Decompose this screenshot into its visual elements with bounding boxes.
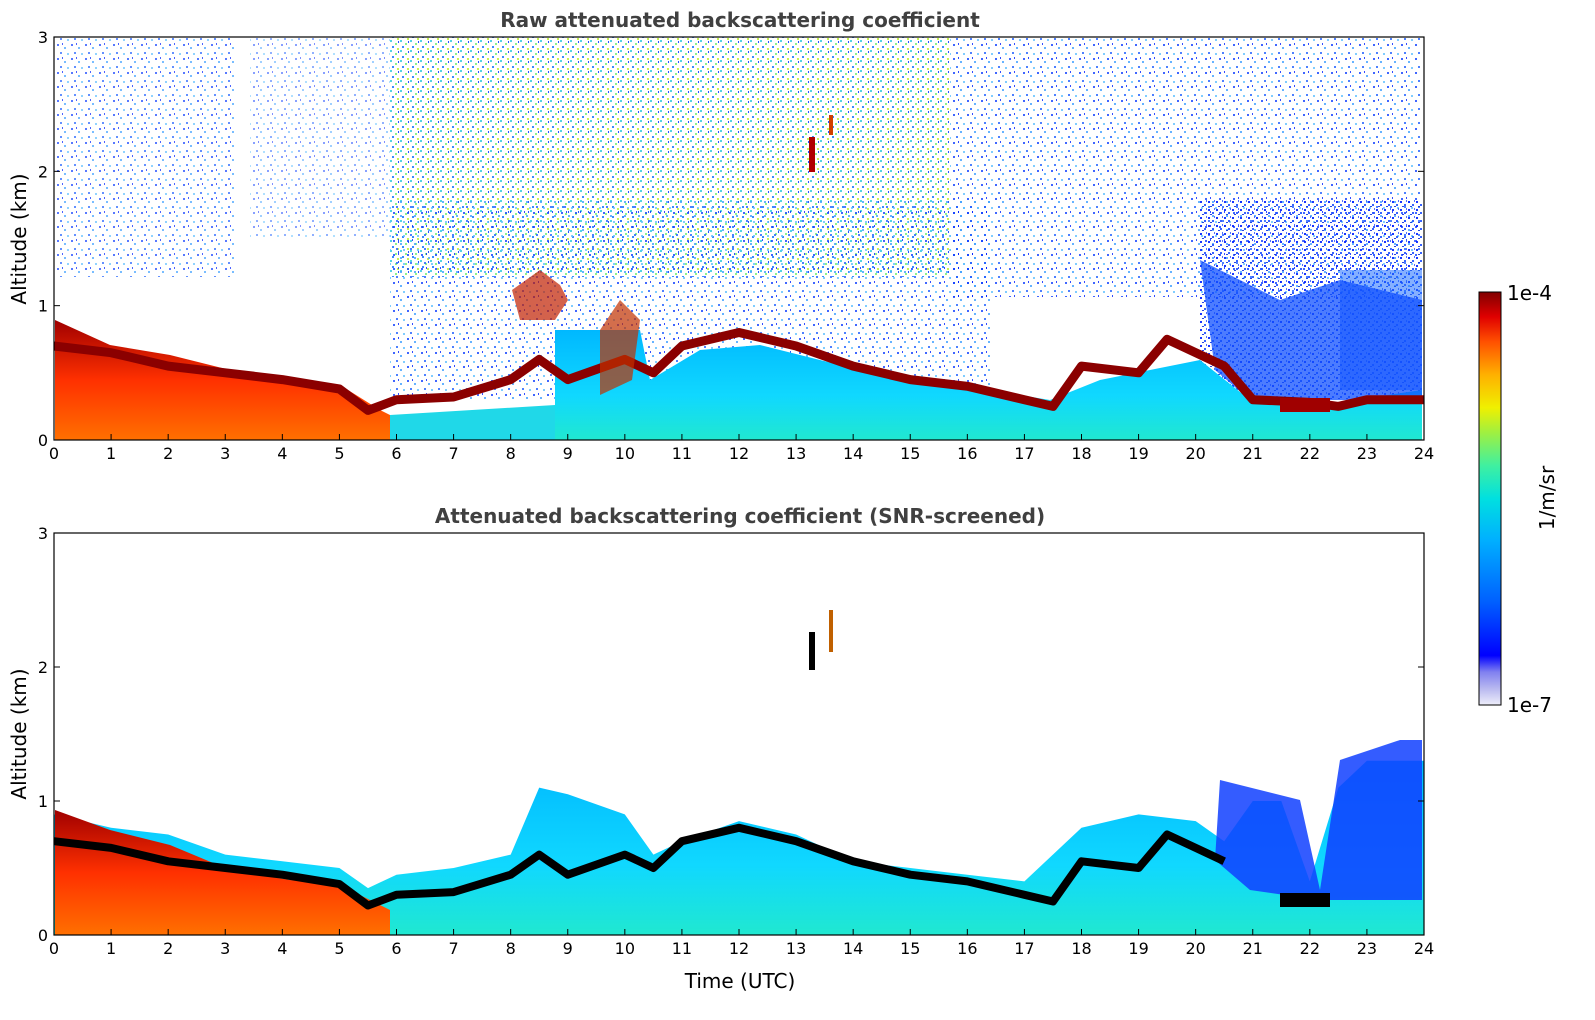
panel-screened: Attenuated backscattering coefficient (S…: [7, 504, 1434, 993]
elevated-aerosol-feature: [1280, 893, 1330, 907]
x-tick-label: 3: [220, 939, 230, 958]
x-tick-label: 24: [1414, 444, 1434, 463]
x-tick-label: 24: [1414, 939, 1434, 958]
x-axis-2: 0 1 2 3 4 5 6 7 8 9 10 11 12 13 14 15 16 17 18 19 20 21 22 23 24: [49, 929, 1434, 958]
colorbar-max-label: 1e-4: [1507, 281, 1552, 305]
x-tick-label: 19: [1128, 444, 1148, 463]
x-tick-label: 4: [277, 444, 287, 463]
x-tick-label: 18: [1071, 939, 1091, 958]
x-tick-label: 6: [391, 939, 401, 958]
x-tick-label: 14: [843, 939, 863, 958]
x-tick-label: 7: [448, 939, 458, 958]
x-tick-label: 0: [49, 444, 59, 463]
y-tick-label: 3: [38, 28, 48, 47]
noise-region: [55, 37, 235, 277]
elevated-aerosol-feature: [600, 300, 640, 395]
y-tick-label: 2: [38, 658, 48, 677]
x-tick-label: 23: [1357, 444, 1377, 463]
y-tick-label: 1: [38, 792, 48, 811]
x-tick-label: 7: [448, 444, 458, 463]
y-axis-label-1: Altitude (km): [7, 173, 31, 304]
x-tick-label: 5: [334, 444, 344, 463]
panel-1-title: Raw attenuated backscattering coefficien…: [500, 8, 980, 32]
x-tick-label: 18: [1071, 444, 1091, 463]
x-tick-label: 5: [334, 939, 344, 958]
x-tick-label: 12: [729, 444, 749, 463]
x-tick-label: 16: [957, 939, 977, 958]
y-tick-label: 2: [38, 162, 48, 181]
colorbar-gradient: [1478, 291, 1502, 706]
x-tick-label: 15: [900, 444, 920, 463]
y-tick-label: 1: [38, 297, 48, 316]
colorbar-unit-label: 1/m/sr: [1535, 465, 1559, 530]
x-tick-label: 10: [615, 444, 635, 463]
x-tick-label: 10: [615, 939, 635, 958]
x-tick-label: 0: [49, 939, 59, 958]
x-tick-label: 2: [163, 444, 173, 463]
x-tick-label: 3: [220, 444, 230, 463]
noise-region: [250, 37, 390, 237]
x-tick-label: 9: [563, 444, 573, 463]
surface-aerosol-layer: [55, 320, 390, 440]
x-tick-label: 14: [843, 444, 863, 463]
x-tick-label: 17: [1014, 939, 1034, 958]
colorbar: 1e-4 1e-7 1/m/sr: [1478, 281, 1559, 717]
x-tick-label: 4: [277, 939, 287, 958]
x-axis-1: 0 1 2 3 4 5 6 7 8 9 10 11 12 13 14 15 16 17 18 19 20 21 22 23 24: [49, 434, 1434, 463]
y-tick-label: 3: [38, 524, 48, 543]
boundary-layer-body: [555, 330, 1422, 440]
screened-layer-body: [1215, 740, 1422, 900]
x-tick-label: 1: [106, 444, 116, 463]
x-tick-label: 20: [1185, 939, 1205, 958]
x-tick-label: 13: [786, 939, 806, 958]
x-tick-label: 11: [672, 444, 692, 463]
x-tick-label: 15: [900, 939, 920, 958]
y-axis-1: 0 1 2 3: [38, 28, 1424, 450]
y-tick-label: 0: [38, 431, 48, 450]
x-tick-label: 1: [106, 939, 116, 958]
x-tick-label: 9: [563, 939, 573, 958]
elevated-aerosol-feature: [809, 137, 815, 172]
y-axis-label-2: Altitude (km): [7, 668, 31, 799]
x-tick-label: 20: [1185, 444, 1205, 463]
x-tick-label: 16: [957, 444, 977, 463]
screened-layer-top-line: [53, 823, 1226, 910]
x-tick-label: 23: [1357, 939, 1377, 958]
y-tick-label: 0: [38, 926, 48, 945]
y-axis-2: 0 1 2 3: [38, 524, 1424, 945]
x-tick-label: 2: [163, 939, 173, 958]
x-axis-label: Time (UTC): [684, 969, 796, 993]
elevated-aerosol-feature: [512, 270, 568, 320]
panel-2-title: Attenuated backscattering coefficient (S…: [435, 504, 1045, 528]
x-tick-label: 17: [1014, 444, 1034, 463]
elevated-aerosol-feature: [829, 115, 833, 135]
elevated-aerosol-feature: [1280, 398, 1330, 412]
x-tick-label: 11: [672, 939, 692, 958]
elevated-aerosol-feature: [809, 632, 815, 670]
x-tick-label: 13: [786, 444, 806, 463]
x-tick-label: 8: [506, 444, 516, 463]
x-tick-label: 8: [506, 939, 516, 958]
boundary-layer-body: [1200, 260, 1422, 400]
x-tick-label: 19: [1128, 939, 1148, 958]
x-tick-label: 22: [1300, 939, 1320, 958]
surface-aerosol-layer: [55, 810, 390, 935]
x-tick-label: 21: [1243, 939, 1263, 958]
colorbar-min-label: 1e-7: [1507, 693, 1552, 717]
boundary-layer-top-line: [53, 328, 1424, 415]
elevated-aerosol-feature: [829, 610, 833, 652]
boundary-layer-body: [390, 405, 555, 440]
plot-area-1: [53, 37, 1424, 440]
x-tick-label: 22: [1300, 444, 1320, 463]
x-tick-label: 21: [1243, 444, 1263, 463]
x-tick-label: 6: [391, 444, 401, 463]
panel-raw: Raw attenuated backscattering coefficien…: [7, 8, 1434, 463]
plot-area-2: [53, 610, 1424, 935]
x-tick-label: 12: [729, 939, 749, 958]
